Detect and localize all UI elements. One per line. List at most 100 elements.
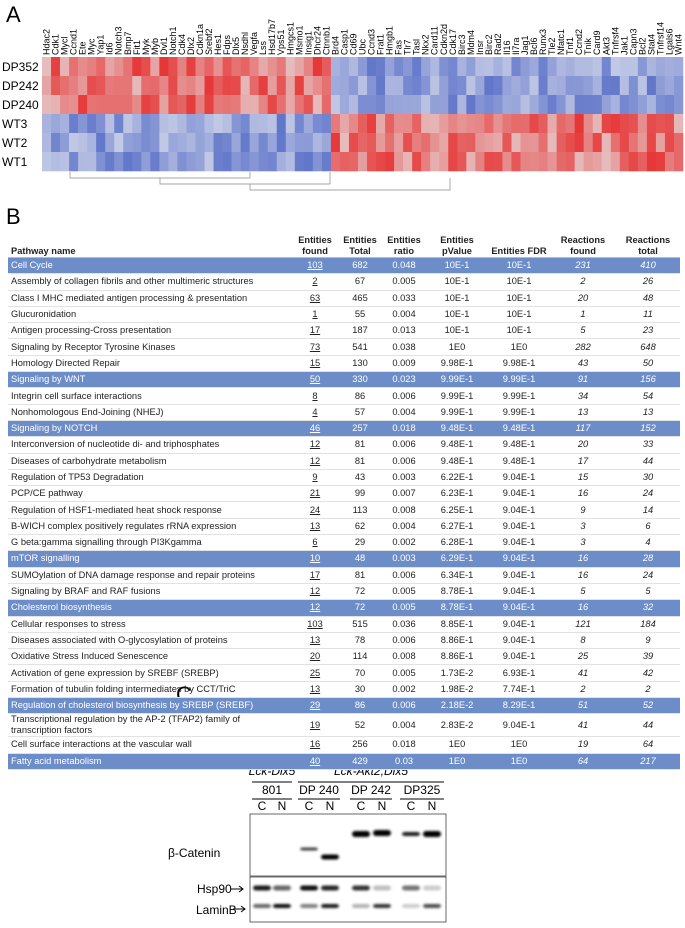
heatmap-cell xyxy=(159,133,169,153)
heatmap-cell xyxy=(339,95,350,115)
heatmap-cell xyxy=(231,95,241,115)
heatmap-cell xyxy=(168,133,178,153)
heatmap-cell xyxy=(619,95,630,115)
table-cell: 43 xyxy=(338,469,382,487)
heatmap-cell xyxy=(520,114,530,134)
table-cell: 7.74E-1 xyxy=(488,681,550,699)
heatmap-cell xyxy=(222,76,232,96)
heatmap-cell xyxy=(69,57,79,77)
heatmap-cell xyxy=(385,114,395,134)
heatmap-cell xyxy=(628,95,639,115)
table-row: Activation of gene expression by SREBF (… xyxy=(8,664,680,682)
gene-label: Vps51 xyxy=(276,29,286,55)
heatmap-cell xyxy=(421,152,431,172)
gene-label: Bcl6 xyxy=(529,37,539,55)
gene-label: Jag1 xyxy=(520,35,530,55)
table-cell: 19 xyxy=(550,736,616,754)
heatmap-cell xyxy=(448,152,458,172)
heatmap-cell xyxy=(150,57,160,77)
table-row: G beta:gamma signalling through PI3Kgamm… xyxy=(8,534,680,552)
table-cell: 24 xyxy=(616,567,680,584)
table-row: Regulation of cholesterol biosynthesis b… xyxy=(8,697,680,715)
table-cell: 8.78E-1 xyxy=(426,599,488,617)
heatmap-cell xyxy=(403,133,413,153)
heatmap-cell xyxy=(267,114,278,134)
heatmap-cell xyxy=(240,95,250,115)
table-cell: 9.48E-1 xyxy=(488,436,550,454)
heatmap-cell xyxy=(601,114,612,134)
table-cell: 73 xyxy=(292,338,338,356)
heatmap-cell xyxy=(466,76,476,96)
table-cell: 0.018 xyxy=(382,420,426,438)
table-cell: 117 xyxy=(550,420,616,438)
table-cell: 0.003 xyxy=(382,469,426,487)
table-cell: 16 xyxy=(550,550,616,568)
table-cell: 15 xyxy=(550,469,616,487)
heatmap-cell xyxy=(69,152,79,172)
table-cell: 46 xyxy=(292,420,338,438)
gene-label: Cdk17 xyxy=(448,29,458,55)
fraction-label: N xyxy=(326,799,335,813)
heatmap-cell xyxy=(637,76,648,96)
heatmap-cell xyxy=(430,114,440,134)
pathway-name: G beta:gamma signalling through PI3Kgamm… xyxy=(8,534,292,552)
heatmap-cell xyxy=(321,133,332,153)
table-cell: 13 xyxy=(550,404,616,421)
heatmap-cell xyxy=(592,133,603,153)
heatmap-cell xyxy=(177,152,187,172)
heatmap-cell xyxy=(529,76,539,96)
table-row: Antigen processing-Cross presentation 17 1… xyxy=(8,322,680,340)
gene-label: Dvl1 xyxy=(159,37,169,55)
heatmap-cell xyxy=(132,95,142,115)
pathway-name: PCP/CE pathway xyxy=(8,485,292,503)
table-cell: 44 xyxy=(616,713,680,738)
heatmap-cell xyxy=(204,114,214,134)
table-cell: 184 xyxy=(616,616,680,633)
pathway-name: Class I MHC mediated antigen processing … xyxy=(8,290,292,307)
heatmap-cell xyxy=(673,95,684,115)
table-cell: 256 xyxy=(338,736,382,754)
heatmap-cell xyxy=(475,114,485,134)
heatmap-cell xyxy=(565,152,575,172)
table-cell: 63 xyxy=(292,290,338,307)
table-cell: 62 xyxy=(338,518,382,536)
heatmap-cell xyxy=(484,57,494,77)
heatmap-cell xyxy=(96,114,106,134)
heatmap-cell xyxy=(376,133,386,153)
gene-label: Card9 xyxy=(592,30,602,55)
heatmap-cell xyxy=(565,95,575,115)
table-cell: 8.29E-1 xyxy=(488,697,550,715)
lane-label: DP 242 xyxy=(351,783,391,797)
heatmap-cell xyxy=(448,133,458,153)
heatmap-cell xyxy=(493,76,503,96)
sample-label: WT1 xyxy=(2,155,28,169)
band xyxy=(402,885,420,891)
gene-label: Mycl xyxy=(60,37,70,56)
gene-label: Card11 xyxy=(430,26,440,55)
pathway-name: Regulation of HSF1-mediated heat shock r… xyxy=(8,501,292,519)
heatmap-cell xyxy=(466,95,476,115)
heatmap-cell xyxy=(195,76,205,96)
heatmap-cell xyxy=(511,95,521,115)
heatmap-cell xyxy=(520,152,530,172)
heatmap-cell xyxy=(412,133,422,153)
table-cell: 0.005 xyxy=(382,273,426,291)
heatmap-cell xyxy=(96,152,106,172)
heatmap-cell xyxy=(321,114,332,134)
heatmap-cell xyxy=(565,76,575,96)
heatmap-cell xyxy=(502,114,512,134)
gene-label: Bmp7 xyxy=(123,31,133,55)
band xyxy=(423,831,441,837)
heatmap-cell xyxy=(412,95,422,115)
lane-label: DP 240 xyxy=(299,783,339,797)
heatmap-cell xyxy=(493,95,503,115)
heatmap-cell xyxy=(294,95,305,115)
heatmap-cell xyxy=(457,133,467,153)
table-row: Integrin cell surface interactions 8 86 0.0… xyxy=(8,387,680,405)
heatmap-cell xyxy=(123,95,133,115)
heatmap-cell xyxy=(123,152,133,172)
arrow xyxy=(231,885,246,913)
band xyxy=(253,904,271,908)
heatmap-cell xyxy=(403,95,413,115)
table-cell: 429 xyxy=(338,753,382,770)
